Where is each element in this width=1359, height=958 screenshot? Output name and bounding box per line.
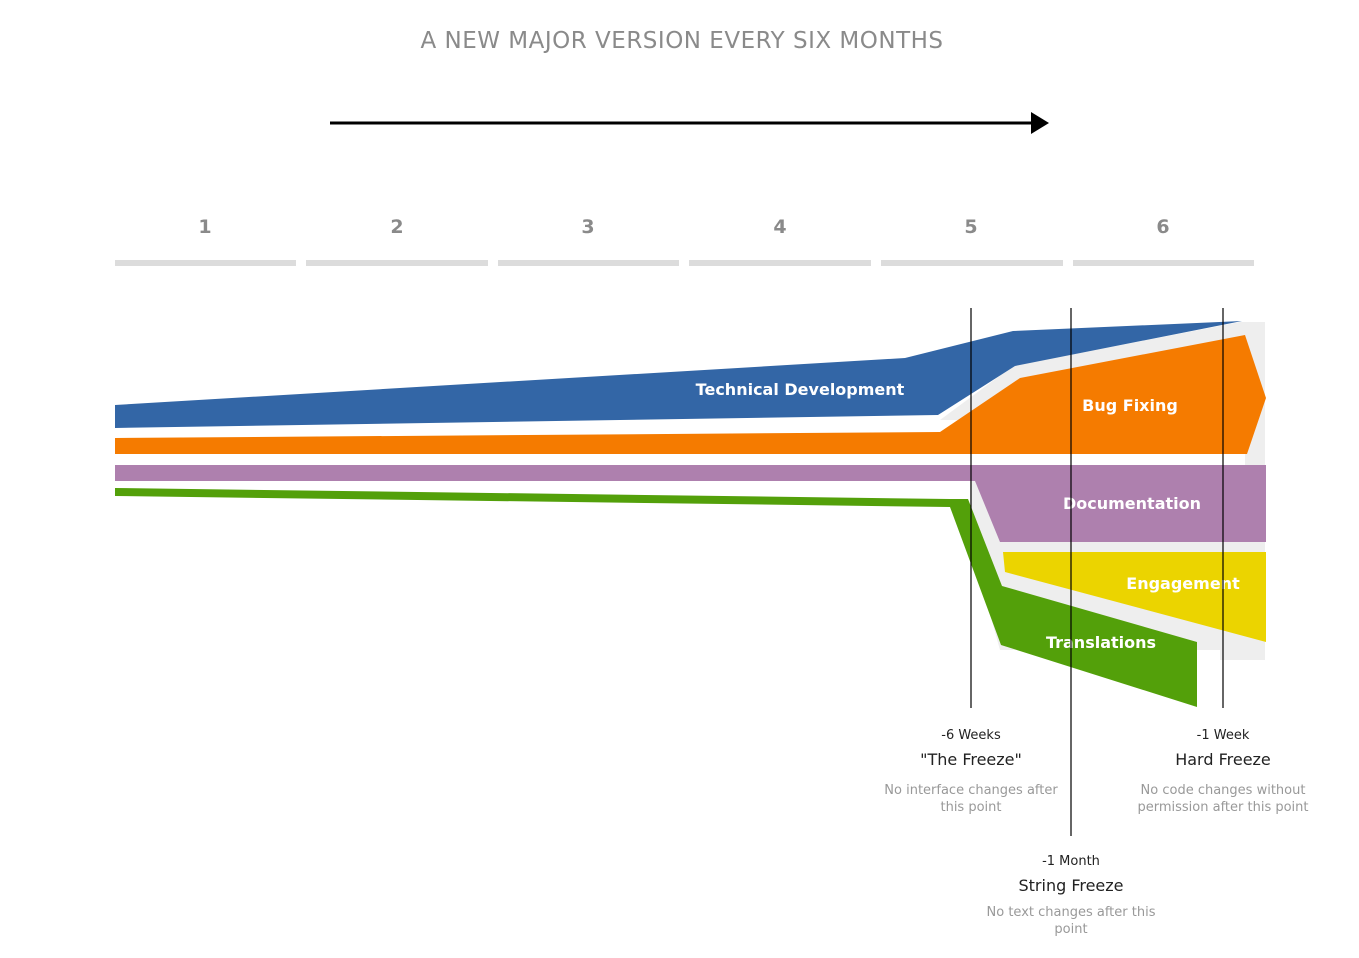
milestone-desc-line-1: No interface changes after — [884, 783, 1058, 798]
month-label-4: 4 — [773, 216, 786, 238]
milestone-name: "The Freeze" — [920, 750, 1022, 769]
milestone-desc-line-2: this point — [940, 800, 1001, 815]
milestone-offset: -1 Week — [1197, 728, 1250, 743]
band-label-documentation: Documentation — [1063, 494, 1201, 513]
band-bug-fixing — [115, 335, 1266, 454]
milestone-desc-line-2: permission after this point — [1137, 800, 1308, 815]
band-technical-development — [115, 321, 1242, 428]
milestone-the-freeze: -6 Weeks "The Freeze" No interface chang… — [884, 728, 1058, 815]
milestone-desc-line-2: point — [1054, 922, 1087, 937]
month-headers: 1 2 3 4 5 6 — [115, 216, 1254, 266]
band-label-technical-development: Technical Development — [696, 380, 905, 399]
band-documentation — [115, 465, 1266, 542]
band-engagement — [1003, 552, 1266, 642]
milestone-name: Hard Freeze — [1175, 750, 1271, 769]
milestone-name: String Freeze — [1018, 876, 1123, 895]
milestone-offset: -1 Month — [1042, 854, 1100, 869]
month-label-2: 2 — [390, 216, 403, 238]
month-label-6: 6 — [1156, 216, 1169, 238]
diagram-title: A NEW MAJOR VERSION EVERY SIX MONTHS — [420, 28, 943, 54]
milestone-offset: -6 Weeks — [941, 728, 1001, 743]
milestone-desc-line-1: No code changes without — [1141, 783, 1306, 798]
month-bar-6 — [1073, 260, 1254, 266]
month-bar-5 — [881, 260, 1063, 266]
milestone-string-freeze: -1 Month String Freeze No text changes a… — [987, 854, 1156, 937]
band-label-translations: Translations — [1046, 633, 1156, 652]
month-bar-3 — [498, 260, 679, 266]
band-label-engagement: Engagement — [1126, 574, 1240, 593]
month-label-5: 5 — [964, 216, 977, 238]
month-bar-1 — [115, 260, 296, 266]
milestone-desc-line-1: No text changes after this — [987, 905, 1156, 920]
band-label-bug-fixing: Bug Fixing — [1082, 396, 1178, 415]
month-bar-2 — [306, 260, 488, 266]
timeline-arrow-icon — [330, 112, 1049, 134]
month-bar-4 — [689, 260, 871, 266]
month-label-3: 3 — [581, 216, 594, 238]
milestone-hard-freeze: -1 Week Hard Freeze No code changes with… — [1137, 728, 1308, 815]
month-label-1: 1 — [198, 216, 211, 238]
